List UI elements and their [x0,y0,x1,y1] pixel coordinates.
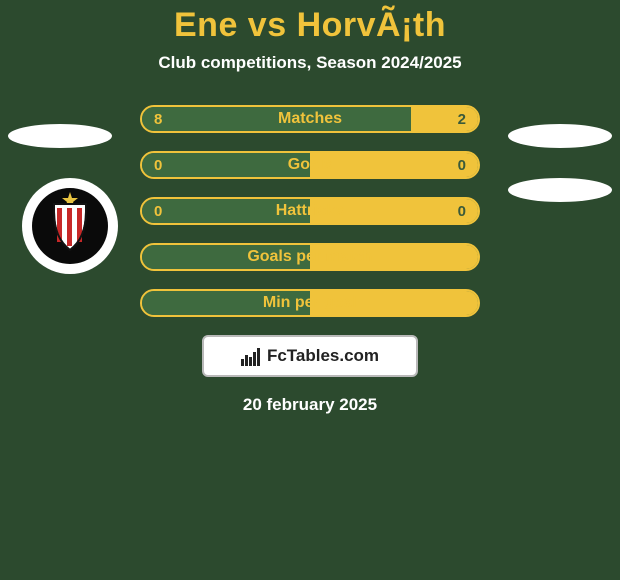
stat-value-left: 0 [154,153,162,177]
branding-box: FcTables.com [202,335,418,377]
stat-row: Goals0 0 [140,151,480,179]
infographic: Ene vs HorvÃ¡th Club competitions, Seaso… [0,0,620,580]
stat-row: Matches8 2 [140,105,480,133]
player-right-placeholder [508,124,612,148]
stat-label: Goals per match [142,245,478,269]
branding-text: FcTables.com [267,346,379,366]
stat-label: Min per goal [142,291,478,315]
stat-row: Goals per match [140,243,480,271]
subtitle: Club competitions, Season 2024/2025 [0,53,620,73]
player-left-placeholder [8,124,112,148]
player-right-placeholder-2 [508,178,612,202]
stat-label: Goals [142,153,478,177]
stat-value-right: 2 [458,107,466,131]
stat-label: Matches [142,107,478,131]
stat-value-left: 0 [154,199,162,223]
stat-value-right: 0 [458,153,466,177]
stat-value-left: 8 [154,107,162,131]
page-title: Ene vs HorvÃ¡th [0,0,620,45]
club-badge-left [22,178,118,274]
stat-row: Hattricks0 0 [140,197,480,225]
stat-row: Min per goal [140,289,480,317]
stat-label: Hattricks [142,199,478,223]
honved-crest-icon [30,186,110,266]
date-text: 20 february 2025 [0,395,620,415]
stat-value-right: 0 [458,199,466,223]
bar-chart-icon [241,346,261,366]
